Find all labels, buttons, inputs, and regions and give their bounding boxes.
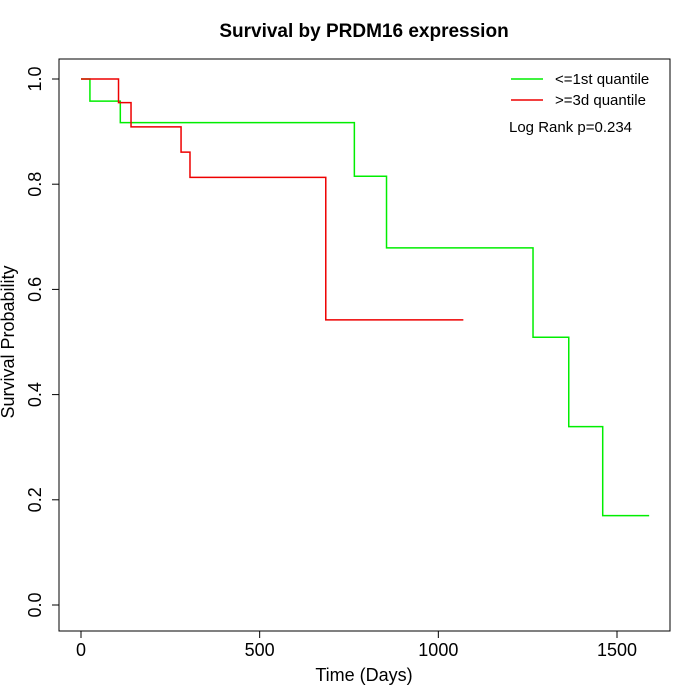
y-axis-label: Survival Probability: [0, 265, 18, 418]
y-tick-label-4: 0.8: [25, 172, 45, 197]
x-tick-label-1: 500: [245, 640, 275, 660]
y-tick-label-3: 0.6: [25, 277, 45, 302]
legend-label-0: <=1st quantile: [555, 71, 649, 88]
y-axis: 0.0 0.2 0.4 0.6 0.8 1.0: [25, 66, 60, 618]
series-line-0: [81, 78, 650, 517]
x-axis: 0 500 1000 1500: [76, 630, 637, 660]
x-axis-label: Time (Days): [315, 665, 412, 685]
x-tick-label-3: 1500: [597, 640, 637, 660]
y-tick-label-1: 0.2: [25, 487, 45, 512]
series-line-1: [81, 78, 464, 321]
legend: <=1st quantile >=3d quantile: [511, 71, 649, 109]
y-tick-label-2: 0.4: [25, 382, 45, 407]
y-tick-label-5: 1.0: [25, 66, 45, 91]
series-group: [81, 78, 650, 517]
plot-frame: [58, 58, 671, 632]
y-tick-label-0: 0.0: [25, 592, 45, 617]
x-tick-label-0: 0: [76, 640, 86, 660]
log-rank-annotation: Log Rank p=0.234: [509, 119, 632, 136]
x-tick-label-2: 1000: [418, 640, 458, 660]
legend-label-1: >=3d quantile: [555, 92, 646, 109]
chart-title: Survival by PRDM16 expression: [219, 21, 508, 42]
